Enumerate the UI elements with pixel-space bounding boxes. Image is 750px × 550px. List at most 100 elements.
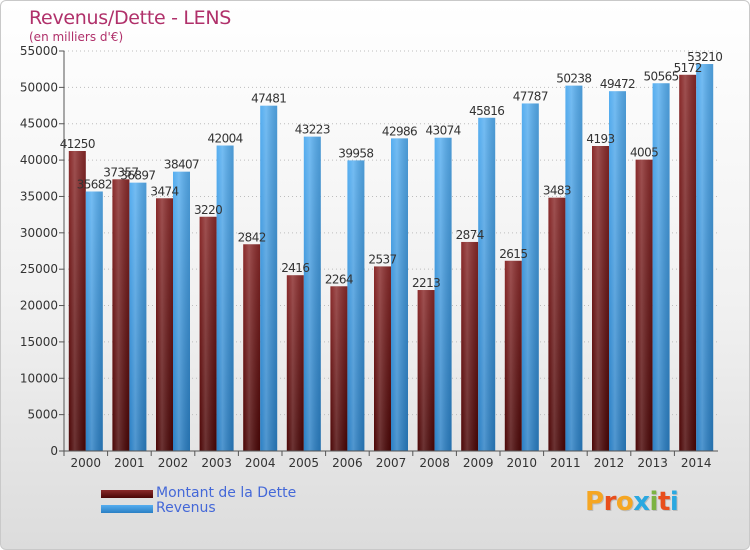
bar-dette-shade [199,216,217,451]
bar-dette-shade [243,244,261,451]
data-label: 43223 [295,123,330,137]
x-tick-label: 2002 [158,456,189,470]
x-tick-label: 2013 [637,456,668,470]
y-tick-label: 15000 [20,335,58,349]
chart-subtitle: (en milliers d'€) [29,30,124,44]
data-label: 5172 [674,61,702,75]
proxiti-logo: Proxiti [585,487,679,517]
x-tick-label: 2006 [332,456,363,470]
bars-layer [68,64,714,452]
bar-dette-shade [286,275,304,451]
x-tick-label: 2000 [71,456,102,470]
logo-letter: t [657,487,670,517]
data-label: 47481 [251,92,286,106]
x-tick-label: 2001 [114,456,145,470]
y-tick-label: 10000 [20,371,58,385]
data-label: 42004 [208,132,243,146]
bar-revenus-shade [391,138,408,451]
x-tick-label: 2003 [201,456,232,470]
data-label: 36897 [120,169,155,183]
data-label: 2416 [281,261,309,275]
data-label: 2213 [412,276,440,290]
bar-dette-shade [112,179,130,451]
bar-revenus-shade [85,191,103,451]
data-label: 42986 [382,124,417,138]
legend-label-dette: Montant de la Dette [156,485,297,501]
bar-revenus-shade [521,103,539,451]
logo-letter: i [649,487,659,517]
bar-revenus-shade [434,137,452,451]
bar-revenus-shade [696,64,714,451]
x-tick-label: 2007 [376,456,407,470]
bar-dette-shade [635,159,653,451]
bar-revenus-shade [347,160,365,451]
chart-title: Revenus/Dette - LENS [29,7,232,29]
data-label: 2264 [325,272,353,286]
bar-dette-shade [330,286,348,451]
x-tick-label: 2014 [681,456,712,470]
x-tick-label: 2008 [419,456,450,470]
legend-label-revenus: Revenus [156,500,216,516]
y-tick-label: 5000 [27,408,58,422]
data-label: 53210 [687,50,722,64]
legend-swatch-dette [101,490,153,498]
bar-dette-shade [417,290,435,451]
bar-dette-shade [548,197,566,451]
logo-letter: P [585,487,604,517]
y-tick-label: 30000 [20,226,58,240]
y-tick-label: 50000 [20,80,58,94]
data-label: 41250 [60,137,95,151]
bar-dette-shade [592,145,609,451]
bar-dette-shade [156,198,173,451]
axis-layer: 0 5000 10000 15000 20000 25000 30000 35000 40000… [20,44,718,470]
bar-revenus-shade [652,83,670,451]
y-tick-label: 25000 [20,262,58,276]
data-label: 3483 [543,184,571,198]
bar-dette-shade [68,151,86,451]
data-label: 49472 [600,77,635,91]
bar-revenus-shade [303,136,321,451]
logo-letter: i [669,487,679,517]
legend-swatch-revenus [101,505,153,513]
x-tick-label: 2012 [594,456,625,470]
bar-dette-shade [374,266,391,451]
bar-revenus-shade [129,182,147,451]
x-tick-label: 2010 [507,456,538,470]
x-tick-label: 2004 [245,456,276,470]
data-label: 43074 [426,124,461,138]
data-label: 50238 [556,72,591,86]
data-label: 39958 [338,146,373,160]
y-tick-label: 20000 [20,299,58,313]
data-label: 35682 [77,177,112,191]
data-label: 4005 [630,146,658,160]
y-tick-label: 40000 [20,153,58,167]
y-tick-label: 45000 [20,117,58,131]
bar-revenus-shade [216,145,234,451]
data-label: 2842 [238,230,266,244]
data-label: 2615 [499,247,527,261]
bar-revenus-shade [173,171,190,451]
x-tick-label: 2011 [550,456,581,470]
logo-letter: o [615,487,634,517]
bar-revenus-shade [609,91,626,451]
data-label: 3474 [150,184,178,198]
bar-revenus-shade [260,105,278,451]
data-label: 4193 [586,132,614,146]
bar-revenus-shade [478,117,496,451]
bar-dette-shade [461,241,479,451]
bar-revenus-shade [565,85,583,452]
data-label: 38407 [164,158,199,172]
data-label: 50565 [644,69,679,83]
data-label: 2537 [368,252,396,266]
y-tick-label: 55000 [20,44,58,58]
y-tick-label: 0 [50,444,58,458]
logo-letter: x [633,487,650,517]
logo-letter: r [603,487,617,517]
bar-dette-shade [504,260,522,451]
data-label: 37357 [103,165,138,179]
x-tick-label: 2009 [463,456,494,470]
data-label: 47787 [513,89,548,103]
